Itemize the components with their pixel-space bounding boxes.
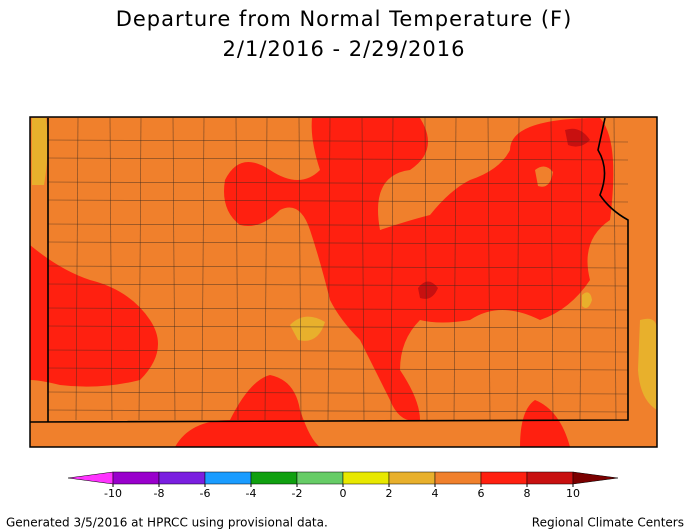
colorbar-tick-label: -4 bbox=[246, 487, 257, 500]
colorbar-tick-label: 2 bbox=[386, 487, 393, 500]
county-line bbox=[47, 265, 629, 269]
county-line bbox=[172, 117, 176, 421]
county-line bbox=[47, 241, 629, 245]
county-line bbox=[47, 157, 629, 161]
subtitle: 2/1/2016 - 2/29/2016 bbox=[223, 37, 466, 61]
county-line bbox=[138, 117, 142, 421]
colorbar-tick-label: 8 bbox=[524, 487, 531, 500]
colorbar-bin bbox=[434, 471, 482, 485]
state-border bbox=[29, 117, 629, 423]
anomaly-area bbox=[418, 281, 438, 299]
title: Departure from Normal Temperature (F) bbox=[116, 7, 573, 31]
county-line bbox=[47, 325, 629, 329]
county-line bbox=[235, 117, 239, 421]
county-line bbox=[298, 117, 302, 421]
county-line bbox=[390, 117, 394, 421]
county-line bbox=[109, 117, 113, 421]
anomaly-area bbox=[32, 118, 48, 185]
colorbar-tick-label: -6 bbox=[200, 487, 211, 500]
county-line bbox=[47, 283, 629, 287]
colorbar-tick-label: -2 bbox=[292, 487, 303, 500]
county-line bbox=[47, 409, 629, 413]
colorbar-tick-label: -10 bbox=[104, 487, 122, 500]
footer-left: Generated 3/5/2016 at HPRCC using provis… bbox=[6, 516, 328, 530]
colorbar-tick-label: 10 bbox=[566, 487, 580, 500]
anomaly-area bbox=[565, 128, 590, 147]
county-line bbox=[327, 117, 331, 421]
county-line bbox=[47, 349, 629, 353]
county-line bbox=[424, 117, 428, 421]
colorbar-tick-label: 0 bbox=[340, 487, 347, 500]
footer-right: Regional Climate Centers bbox=[532, 516, 684, 530]
anomaly-area bbox=[30, 245, 158, 387]
colorbar-bin bbox=[342, 471, 390, 485]
county-line bbox=[47, 199, 629, 203]
colorbar-bin bbox=[158, 471, 206, 485]
county-line bbox=[264, 117, 268, 421]
county-line bbox=[201, 117, 205, 421]
colorbar-bin bbox=[204, 471, 252, 485]
county-line bbox=[47, 139, 629, 143]
colorbar-extension bbox=[67, 471, 114, 485]
county-line bbox=[47, 391, 629, 395]
county-line bbox=[75, 117, 79, 421]
county-line bbox=[47, 181, 629, 185]
county-line bbox=[47, 307, 629, 311]
county-lines bbox=[47, 117, 629, 421]
county-line bbox=[47, 223, 629, 227]
anomaly-area bbox=[582, 292, 592, 308]
anomaly-area bbox=[224, 118, 614, 421]
anomaly-area bbox=[535, 166, 553, 187]
anomaly-area bbox=[638, 318, 657, 410]
colorbar-tick-label: -8 bbox=[154, 487, 165, 500]
map-frame bbox=[29, 116, 658, 448]
colorbar-extension bbox=[572, 471, 619, 485]
county-line bbox=[361, 117, 365, 421]
colorbar-tick-label: 6 bbox=[478, 487, 485, 500]
colorbar-bin bbox=[480, 471, 528, 485]
colorbar-bin bbox=[526, 471, 574, 485]
colorbar-bin bbox=[112, 471, 160, 485]
map bbox=[29, 116, 658, 448]
colorbar-bin bbox=[388, 471, 436, 485]
colorbar: -10 -8 -6 -4 -2 0 2 4 6 8 10 bbox=[67, 471, 619, 500]
county-line bbox=[47, 367, 629, 371]
anomaly-area bbox=[290, 316, 325, 341]
colorbar-tick-label: 4 bbox=[432, 487, 439, 500]
colorbar-bin bbox=[250, 471, 298, 485]
colorbar-bin bbox=[296, 471, 344, 485]
